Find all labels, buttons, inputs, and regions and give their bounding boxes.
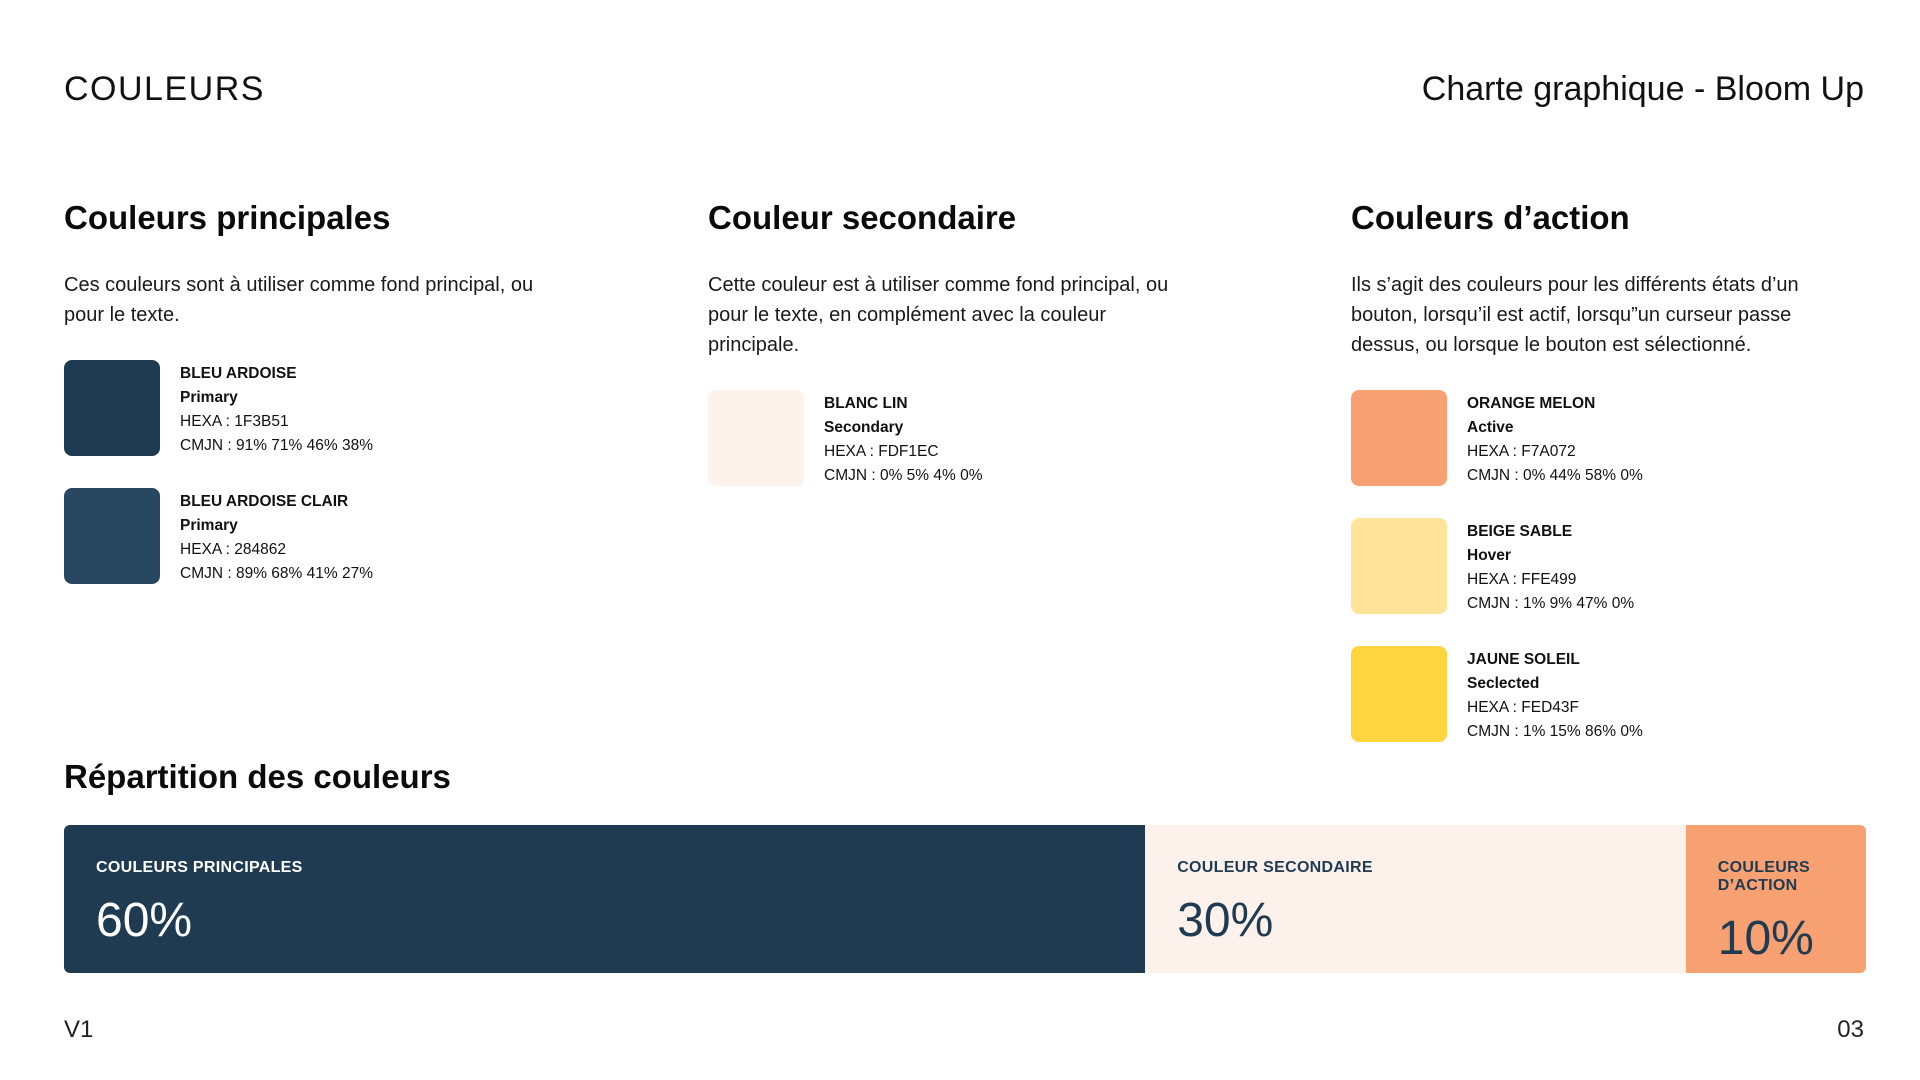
section-title: Couleurs d’action [1351, 199, 1630, 236]
header-document-title: Charte graphique - Bloom Up [1421, 70, 1864, 108]
repartition-title: Répartition des couleurs [64, 758, 451, 795]
segment-value: 30% [1177, 894, 1274, 947]
color-swatch [708, 390, 804, 486]
color-role: Primary [180, 389, 238, 406]
page-number: 03 [1837, 1016, 1864, 1043]
color-role: Secondary [824, 419, 904, 436]
color-swatch [64, 360, 160, 456]
color-name: ORANGE MELON [1467, 395, 1596, 412]
segment-label: COULEURS PRINCIPALES [96, 859, 303, 876]
section-description: Cette couleur est à utiliser comme fond … [708, 274, 1169, 356]
color-swatch [64, 488, 160, 584]
section-description: Ces couleurs sont à utiliser comme fond … [64, 274, 534, 326]
color-swatch [1351, 518, 1447, 614]
section-description: Ils s’agit des couleurs pour les différe… [1351, 274, 1799, 356]
section-couleurs-principales: Couleurs principales Ces couleurs sont à… [64, 198, 584, 616]
color-hexa: HEXA : 1F3B51 [180, 413, 289, 430]
color-role: Hover [1467, 547, 1511, 564]
section-title: Couleur secondaire [708, 199, 1017, 236]
color-cmjn: CMJN : 91% 71% 46% 38% [180, 437, 373, 454]
color-card: BLANC LIN Secondary HEXA : FDF1EC CMJN :… [708, 390, 1228, 486]
color-name: BLEU ARDOISE CLAIR [180, 493, 349, 510]
color-swatch [1351, 646, 1447, 742]
color-name: BLANC LIN [824, 395, 908, 412]
distribution-segment-action: COULEURS D’ACTION 10% [1685, 825, 1866, 973]
version-label: V1 [64, 1016, 94, 1043]
color-role: Primary [180, 517, 238, 534]
segment-label: COULEUR SECONDAIRE [1177, 859, 1373, 876]
color-role: Active [1467, 419, 1514, 436]
color-role: Seclected [1467, 675, 1540, 692]
section-couleur-secondaire: Couleur secondaire Cette couleur est à u… [708, 198, 1228, 518]
color-hexa: HEXA : 284862 [180, 541, 286, 558]
color-distribution-bar: COULEURS PRINCIPALES 60% COULEUR SECONDA… [64, 825, 1866, 973]
section-title: Couleurs principales [64, 199, 391, 236]
section-couleurs-action: Couleurs d’action Ils s’agit des couleur… [1351, 198, 1871, 774]
color-cmjn: CMJN : 0% 5% 4% 0% [824, 467, 983, 484]
distribution-segment-secondaire: COULEUR SECONDAIRE 30% [1145, 825, 1686, 973]
color-name: BEIGE SABLE [1467, 523, 1573, 540]
color-cmjn: CMJN : 89% 68% 41% 27% [180, 565, 373, 582]
color-name: JAUNE SOLEIL [1467, 651, 1580, 668]
color-cmjn: CMJN : 1% 9% 47% 0% [1467, 595, 1635, 612]
color-hexa: HEXA : FED43F [1467, 699, 1579, 716]
distribution-segment-principales: COULEURS PRINCIPALES 60% [64, 825, 1146, 973]
header-section-title: COULEURS [64, 70, 265, 108]
color-card: BLEU ARDOISE Primary HEXA : 1F3B51 CMJN … [64, 360, 584, 456]
color-swatch [1351, 390, 1447, 486]
color-hexa: HEXA : FFE499 [1467, 571, 1577, 588]
color-hexa: HEXA : F7A072 [1467, 443, 1576, 460]
color-card: ORANGE MELON Active HEXA : F7A072 CMJN :… [1351, 390, 1871, 486]
color-card: BLEU ARDOISE CLAIR Primary HEXA : 284862… [64, 488, 584, 584]
color-cmjn: CMJN : 0% 44% 58% 0% [1467, 467, 1643, 484]
color-name: BLEU ARDOISE [180, 365, 297, 382]
color-card: BEIGE SABLE Hover HEXA : FFE499 CMJN : 1… [1351, 518, 1871, 614]
color-hexa: HEXA : FDF1EC [824, 443, 939, 460]
segment-value: 60% [96, 894, 193, 947]
color-card: JAUNE SOLEIL Seclected HEXA : FED43F CMJ… [1351, 646, 1871, 742]
color-cmjn: CMJN : 1% 15% 86% 0% [1467, 723, 1643, 740]
segment-label: COULEURS D’ACTION [1717, 859, 1810, 894]
segment-value: 10% [1717, 912, 1814, 965]
